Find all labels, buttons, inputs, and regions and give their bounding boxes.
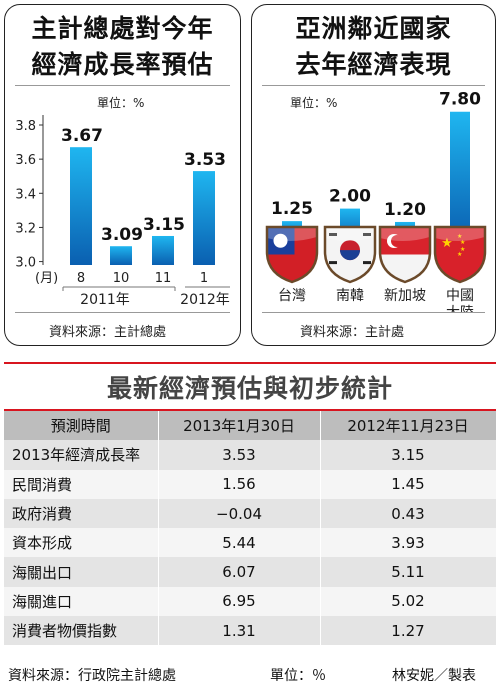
row-value-jan: 1.56: [158, 469, 321, 499]
bar-value-label: 1.25: [271, 199, 313, 219]
left-panel-source: 資料來源：主計總處: [49, 325, 167, 340]
right-panel-unit: 單位：%: [290, 96, 338, 110]
row-value-nov: 3.15: [320, 440, 497, 470]
svg-text:★: ★: [460, 246, 465, 253]
left-panel-unit: 單位：%: [97, 96, 145, 110]
row-label: 海關出口: [4, 557, 159, 587]
header-jan-2013: 2013年1月30日: [158, 411, 321, 441]
row-label: 資本形成: [4, 528, 159, 558]
y-tick-label: 3.6: [15, 153, 36, 168]
bar-value-label: 3.67: [61, 126, 103, 146]
china-flag: ★ ★★★★: [433, 225, 487, 284]
bar: [110, 246, 132, 265]
footer-source: 資料來源：行政院主計總處: [8, 668, 176, 684]
right-panel-source-divider: [262, 312, 485, 313]
category-label: 南韓: [336, 288, 364, 304]
singapore-flag: [378, 225, 432, 284]
row-value-nov: 1.45: [320, 469, 497, 499]
svg-text:★: ★: [457, 233, 462, 240]
row-value-jan: 6.07: [158, 557, 321, 587]
category-label: 大陸: [446, 305, 474, 312]
bar-value-label: 3.53: [184, 150, 226, 170]
row-value-nov: 1.27: [320, 616, 497, 646]
bar-value-label: 7.80: [439, 90, 481, 110]
header-nov-2012: 2012年11月23日: [320, 411, 497, 441]
row-value-nov: 0.43: [320, 498, 497, 529]
svg-text:★: ★: [457, 251, 462, 258]
bar: [193, 171, 215, 265]
year-label: 2012年: [180, 292, 230, 308]
bar-value-label: 2.00: [329, 187, 371, 207]
row-value-jan: −0.04: [158, 498, 321, 529]
south-korea-flag: [323, 225, 377, 284]
growth-forecast-chart: 3.8 3.6 3.4 3.2 3.0 3.67 8 3.09 10 3.15 11 3.53 1 (月)…: [15, 115, 230, 308]
left-panel-divider: [15, 85, 230, 86]
bar-value-label: 3.09: [101, 225, 143, 245]
bar-value-label: 3.15: [143, 215, 185, 235]
bar: [152, 235, 174, 265]
table-row: 消費者物價指數 1.31 1.27: [4, 616, 497, 646]
svg-text:★: ★: [441, 236, 453, 251]
right-panel-title-line2: 去年經濟表現: [295, 50, 452, 79]
left-panel-source-divider: [15, 312, 230, 313]
left-panel-title-line1: 主計總處對今年: [31, 14, 214, 43]
x-tick-label: 11: [155, 271, 172, 286]
row-label: 海關進口: [4, 586, 159, 617]
row-value-jan: 6.95: [158, 586, 321, 617]
svg-text:★: ★: [460, 239, 465, 246]
right-panel-title-line1: 亞洲鄰近國家: [295, 14, 452, 43]
category-label: 台灣: [278, 288, 306, 304]
table-row: 海關出口 6.07 5.11: [4, 557, 497, 587]
y-tick-label: 3.0: [15, 256, 36, 271]
header-forecast-time: 預測時間: [4, 411, 159, 441]
x-tick-label: 8: [77, 271, 85, 286]
footer-unit: 單位：％: [270, 668, 326, 684]
table-row: 政府消費 −0.04 0.43: [4, 498, 497, 529]
year-label: 2011年: [80, 292, 130, 308]
right-panel-divider: [262, 85, 485, 86]
row-value-jan: 5.44: [158, 528, 321, 558]
asia-economies-panel: 亞洲鄰近國家 去年經濟表現 單位：% 1.25 2.00 1.20 7.80 ★ ★ ★ ★ ★…: [251, 4, 496, 346]
x-tick-label: 1: [200, 271, 208, 286]
row-value-jan: 3.53: [158, 440, 321, 470]
growth-forecast-panel: 主計總處對今年 經濟成長率預估 單位：% 3.8 3.6 3.4 3.2 3.0 3.67…: [4, 4, 241, 346]
right-panel-source: 資料來源：主計處: [300, 325, 405, 340]
left-panel-title-line2: 經濟成長率預估: [31, 50, 214, 79]
row-label: 民間消費: [4, 469, 159, 499]
row-value-jan: 1.31: [158, 616, 321, 646]
category-label: 新加坡: [384, 288, 426, 304]
row-value-nov: 5.11: [320, 557, 497, 587]
asia-growth-chart: 1.252.001.207.80★★★★★台灣南韓新加坡中國大陸: [265, 90, 487, 312]
row-value-nov: 3.93: [320, 528, 497, 558]
footer-credit: 林安妮／製表: [392, 668, 476, 684]
table-header-row: 預測時間 2013年1月30日 2012年11月23日: [4, 411, 497, 441]
bar: [450, 111, 470, 243]
table-row: 資本形成 5.44 3.93: [4, 528, 497, 558]
red-rule-top: [4, 362, 496, 364]
table-row: 民間消費 1.56 1.45: [4, 469, 497, 499]
category-label: 中國: [446, 288, 474, 304]
month-axis-label: (月): [35, 271, 58, 286]
row-label: 2013年經濟成長率: [4, 440, 159, 470]
table-row: 2013年經濟成長率 3.53 3.15: [4, 440, 497, 470]
taiwan-flag: [265, 225, 319, 284]
row-label: 消費者物價指數: [4, 616, 159, 646]
bar: [70, 147, 92, 265]
row-value-nov: 5.02: [320, 586, 497, 617]
table-footer: 資料來源：行政院主計總處 單位：％ 林安妮／製表: [0, 665, 500, 687]
table-row: 海關進口 6.95 5.02: [4, 586, 497, 617]
y-tick-label: 3.2: [15, 221, 36, 236]
y-tick-label: 3.8: [15, 119, 36, 134]
forecast-table: 預測時間 2013年1月30日 2012年11月23日 2013年經濟成長率 3…: [4, 411, 497, 646]
y-tick-label: 3.4: [15, 187, 36, 202]
bar-value-label: 1.20: [384, 200, 426, 220]
table-title: 最新經濟預估與初步統計: [106, 374, 393, 403]
x-tick-label: 10: [113, 271, 130, 286]
row-label: 政府消費: [4, 498, 159, 529]
red-rule-bottom: [4, 409, 496, 411]
